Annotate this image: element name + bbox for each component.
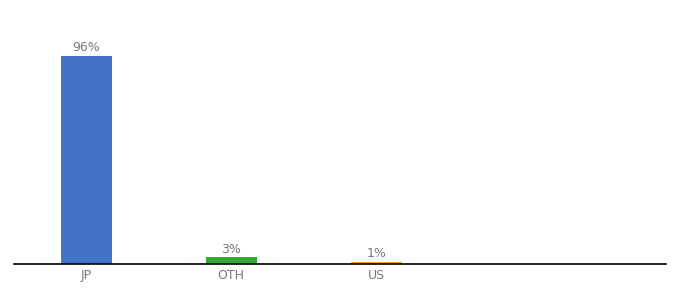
Bar bbox=[61, 56, 112, 264]
Text: 96%: 96% bbox=[72, 41, 100, 54]
Bar bbox=[206, 257, 256, 264]
Bar bbox=[351, 262, 402, 264]
Text: 3%: 3% bbox=[221, 243, 241, 256]
Text: 1%: 1% bbox=[367, 247, 386, 260]
